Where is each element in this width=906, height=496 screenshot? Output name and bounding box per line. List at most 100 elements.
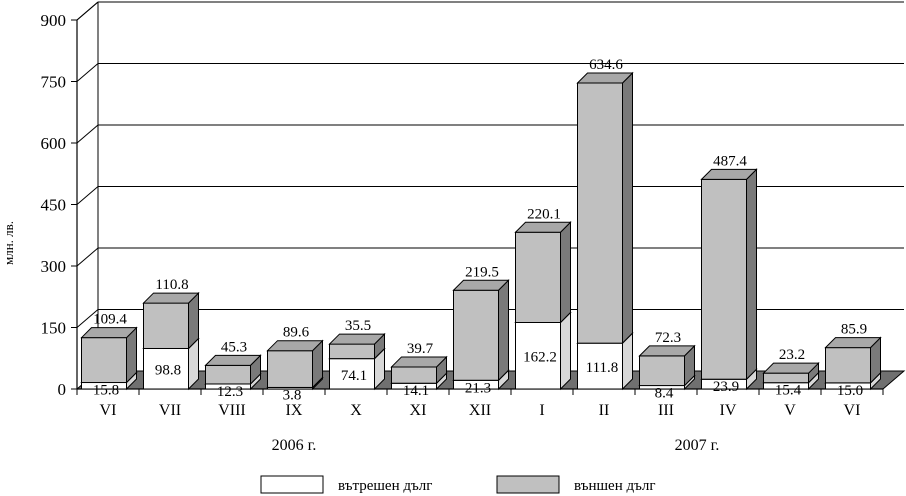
y-tick-label: 600 (41, 134, 67, 153)
bar-1 (142, 291, 200, 391)
bar-external-4-front (329, 343, 375, 360)
bar-domestic-7-side (560, 311, 571, 391)
data-label-external: 634.6 (589, 57, 623, 73)
data-label-external: 219.5 (465, 264, 499, 280)
year-labels: 2006 г. 2007 г. (272, 437, 720, 454)
year-label: 2006 г. (272, 437, 317, 454)
bar-external-6-top (452, 279, 510, 291)
category-label: IX (286, 402, 303, 419)
bar-external-7-top (514, 221, 572, 233)
bar-10 (700, 168, 758, 391)
data-label-domestic: 162.2 (523, 350, 557, 366)
category-label: VI (100, 402, 117, 419)
category-label: II (599, 402, 610, 419)
data-label-domestic: 21.3 (465, 380, 491, 396)
year-label: 2007 г. (675, 437, 720, 454)
y-tick-label: 300 (41, 257, 67, 276)
bar-0 (80, 326, 138, 391)
bar-external-6-side (498, 279, 509, 382)
category-label: VI (844, 402, 861, 419)
gridline-side (76, 309, 99, 328)
bar-external-10-front (701, 178, 747, 380)
bar-external-7-front (515, 231, 561, 323)
bar-external-3-front (267, 350, 313, 388)
legend-swatch-domestic (260, 475, 324, 494)
data-labels: 15.8 109.4 98.8 110.8 12.3 45.3 3.8 89.6 74.1 35.… (93, 57, 867, 403)
data-label-domestic: 15.4 (775, 383, 802, 399)
bar-external-8-side (622, 71, 633, 345)
bar-external-3-top (266, 340, 324, 352)
bar-external-1-top (142, 292, 200, 304)
bar-domestic-8-front (577, 342, 623, 390)
data-label-domestic: 74.1 (341, 368, 367, 384)
y-tick-label: 750 (41, 73, 67, 92)
bar-external-11-top (762, 362, 820, 374)
category-labels: VI VII VIII IX X XI XII I II III IV V VI (100, 402, 861, 419)
bar-external-0-front (81, 337, 127, 384)
data-label-external: 72.3 (655, 330, 681, 346)
category-label: VII (159, 402, 181, 419)
bar-external-4-top (328, 333, 386, 345)
bar-external-5-top (390, 356, 448, 368)
y-tick-label: 0 (58, 380, 67, 399)
bar-external-11-front (763, 372, 809, 384)
bar-external-9-top (638, 345, 696, 357)
data-label-external: 23.2 (779, 347, 805, 363)
gridline-side (76, 63, 99, 82)
bar-external-9-front (639, 355, 685, 387)
data-label-domestic: 15.0 (837, 383, 863, 399)
y-tick-labels: 0 150 300 450 600 750 900 (41, 11, 67, 399)
bar-external-6-front (453, 289, 499, 381)
data-label-external: 109.4 (93, 312, 127, 328)
data-label-domestic: 14.1 (403, 383, 429, 399)
data-label-domestic: 15.8 (93, 383, 119, 399)
bar-7 (514, 221, 572, 391)
bar-4 (328, 332, 386, 391)
legend-label-domestic: вътрешен дълг (338, 478, 432, 494)
bar-5 (390, 355, 448, 391)
data-label-domestic: 3.8 (283, 387, 302, 403)
bar-external-2-front (205, 364, 251, 385)
gridline-side (76, 186, 99, 205)
data-label-external: 85.9 (841, 322, 867, 338)
bar-8 (576, 71, 634, 391)
bar-external-5-front (391, 366, 437, 384)
y-tick-label: 450 (41, 196, 67, 215)
category-label: III (658, 402, 674, 419)
category-label: XI (410, 402, 427, 419)
bar-external-12-front (825, 347, 871, 384)
bar-external-12-top (824, 337, 882, 349)
bar-11 (762, 361, 820, 391)
bar-6 (452, 279, 510, 391)
legend-label-external: външен дълг (574, 478, 656, 494)
data-label-external: 35.5 (345, 318, 371, 334)
data-label-external: 39.7 (407, 341, 434, 357)
legend-swatch-external (496, 475, 560, 494)
y-axis-label: млн. лв. (1, 221, 16, 265)
category-label: XII (469, 402, 491, 419)
category-label: V (784, 402, 796, 419)
category-label: VIII (218, 402, 246, 419)
data-label-domestic: 8.4 (655, 386, 674, 402)
legend: вътрешен дълг външен дълг (260, 475, 656, 494)
data-label-domestic: 12.3 (217, 384, 243, 400)
data-label-external: 487.4 (713, 153, 747, 169)
data-label-external: 89.6 (283, 325, 310, 341)
bar-2 (204, 354, 262, 391)
bar-external-0-top (80, 327, 138, 339)
category-label: I (539, 402, 544, 419)
bar-external-10-side (746, 168, 757, 381)
category-label: X (350, 402, 362, 419)
bar-external-2-top (204, 354, 262, 366)
bar-external-8-front (577, 82, 623, 344)
data-label-domestic: 111.8 (586, 360, 619, 376)
bar-9 (638, 344, 696, 391)
data-label-domestic: 23.9 (713, 379, 739, 395)
gridline-side (76, 247, 99, 267)
bar-external-10-top (700, 168, 758, 180)
y-tick-label: 900 (41, 11, 67, 30)
data-label-external: 110.8 (155, 277, 188, 293)
bar-external-8-top (576, 72, 634, 84)
bar-12 (824, 336, 882, 391)
